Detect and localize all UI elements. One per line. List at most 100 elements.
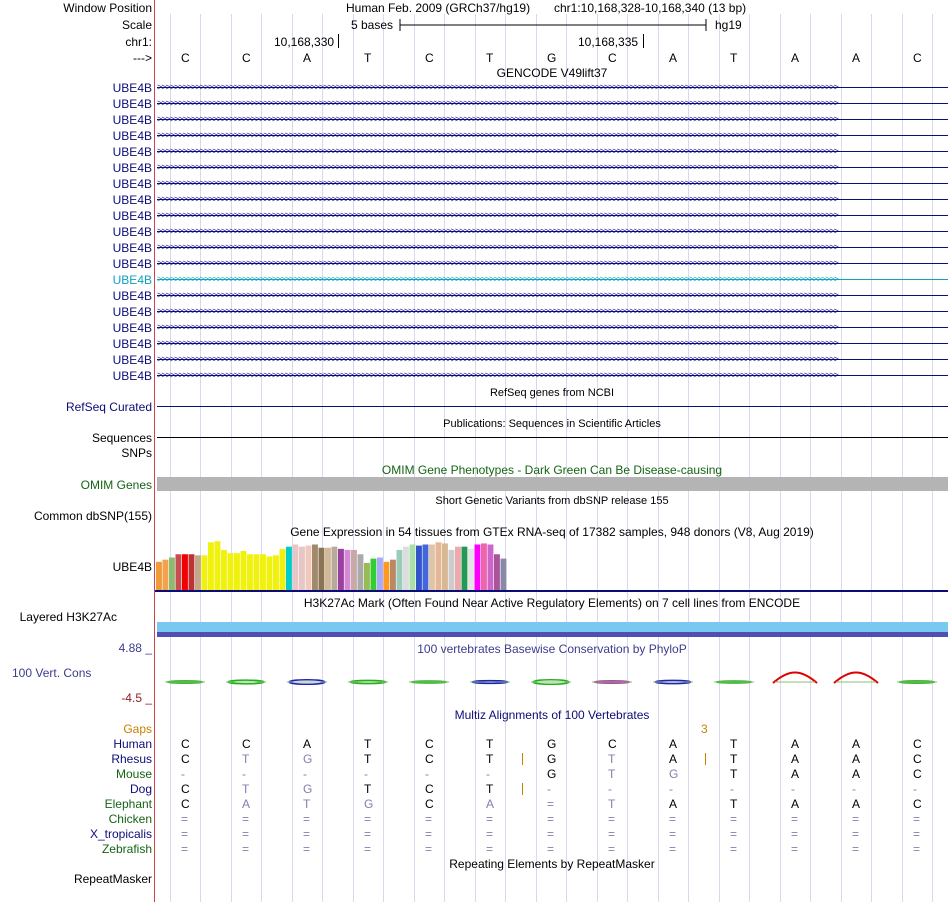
gtex-tissue-bar[interactable] — [331, 546, 338, 590]
gencode-transcript-line[interactable] — [157, 247, 948, 248]
species-label[interactable]: X_tropicalis — [89, 827, 152, 841]
gtex-tissue-bar[interactable] — [448, 549, 455, 590]
phylop-score-mark[interactable] — [772, 671, 818, 684]
gtex-tissue-bar[interactable] — [422, 544, 429, 591]
gtex-tissue-bar[interactable] — [266, 556, 273, 590]
publications-line[interactable] — [157, 437, 948, 438]
gtex-tissue-bar[interactable] — [338, 548, 344, 590]
sequences-label[interactable]: Sequences — [91, 431, 152, 445]
gencode-transcript-line[interactable] — [157, 103, 948, 104]
gtex-tissue-bar[interactable] — [162, 559, 169, 590]
gtex-tissue-bar[interactable] — [481, 543, 487, 590]
gtex-chart[interactable] — [155, 538, 948, 592]
species-label[interactable]: Rhesus — [111, 752, 152, 766]
gtex-label[interactable]: UBE4B — [112, 560, 152, 574]
gtex-tissue-bar[interactable] — [299, 546, 305, 590]
species-label[interactable]: Elephant — [104, 797, 152, 811]
gtex-tissue-bar[interactable] — [260, 554, 266, 590]
species-label[interactable]: Mouse — [115, 767, 152, 781]
gencode-transcript-label[interactable]: UBE4B — [112, 177, 152, 191]
gtex-tissue-bar[interactable] — [292, 544, 299, 591]
gtex-tissue-bar[interactable] — [455, 546, 461, 590]
species-label[interactable]: Human — [113, 737, 152, 751]
gtex-tissue-bar[interactable] — [494, 554, 500, 590]
gencode-transcript-line[interactable] — [157, 167, 948, 168]
gtex-tissue-bar[interactable] — [201, 555, 208, 590]
gencode-transcript-line[interactable] — [157, 295, 948, 296]
gencode-transcript-label[interactable]: UBE4B — [112, 145, 152, 159]
gencode-transcript-label[interactable]: UBE4B — [112, 241, 152, 255]
gtex-tissue-bar[interactable] — [169, 557, 175, 591]
refseq-label[interactable]: RefSeq Curated — [65, 400, 152, 414]
gtex-tissue-bar[interactable] — [156, 561, 162, 590]
gtex-tissue-bar[interactable] — [396, 549, 403, 590]
gtex-tissue-bar[interactable] — [357, 554, 364, 590]
gencode-transcript-line[interactable] — [157, 327, 948, 328]
h3k27ac-light-band[interactable] — [157, 622, 948, 632]
gencode-transcript-label[interactable]: UBE4B — [112, 353, 152, 367]
gencode-transcript-line[interactable] — [157, 119, 948, 120]
gtex-tissue-bar[interactable] — [377, 557, 383, 591]
gencode-transcript-label[interactable]: UBE4B — [112, 289, 152, 303]
gencode-transcript-line[interactable] — [157, 263, 948, 264]
gtex-tissue-bar[interactable] — [318, 547, 325, 590]
gencode-transcript-label[interactable]: UBE4B — [112, 129, 152, 143]
gencode-transcript-line[interactable] — [157, 135, 948, 136]
gtex-tissue-bar[interactable] — [234, 553, 240, 590]
gtex-tissue-bar[interactable] — [409, 544, 416, 591]
gtex-tissue-bar[interactable] — [344, 549, 351, 590]
species-label[interactable]: Chicken — [108, 812, 152, 826]
gencode-transcript-label[interactable]: UBE4B — [112, 321, 152, 335]
gencode-transcript-line[interactable] — [157, 215, 948, 216]
gtex-tissue-bar[interactable] — [370, 558, 377, 590]
gencode-transcript-line[interactable] — [157, 231, 948, 232]
phylop-chart[interactable] — [155, 655, 948, 705]
species-label[interactable]: Zebrafish — [101, 842, 152, 856]
gencode-transcript-line[interactable] — [157, 359, 948, 360]
gtex-tissue-bar[interactable] — [175, 554, 182, 590]
gencode-transcript-line[interactable] — [157, 151, 948, 152]
repeatmasker-label[interactable]: RepeatMasker — [73, 872, 152, 886]
gtex-tissue-bar[interactable] — [416, 545, 422, 590]
gtex-tissue-bar[interactable] — [442, 543, 448, 590]
gtex-tissue-bar[interactable] — [253, 554, 260, 590]
h3k27ac-dark-band[interactable] — [157, 632, 948, 637]
gencode-transcript-label[interactable]: UBE4B — [112, 225, 152, 239]
gtex-tissue-bar[interactable] — [390, 559, 396, 590]
gencode-transcript-label[interactable]: UBE4B — [112, 113, 152, 127]
gtex-tissue-bar[interactable] — [429, 544, 435, 591]
phylop-score-mark[interactable] — [833, 671, 879, 684]
gtex-tissue-bar[interactable] — [240, 551, 247, 590]
gtex-tissue-bar[interactable] — [214, 541, 221, 590]
snps-label[interactable]: SNPs — [121, 446, 152, 460]
gtex-tissue-bar[interactable] — [383, 561, 390, 590]
gencode-transcript-line[interactable] — [157, 343, 948, 344]
gtex-tissue-bar[interactable] — [286, 546, 292, 590]
phylop-label[interactable]: 100 Vert. Cons — [12, 666, 92, 680]
gtex-tissue-bar[interactable] — [221, 549, 227, 590]
gencode-transcript-label[interactable]: UBE4B — [112, 209, 152, 223]
gencode-transcript-label[interactable]: UBE4B — [112, 257, 152, 271]
h3k27ac-label[interactable]: Layered H3K27Ac — [19, 610, 117, 624]
gtex-tissue-bar[interactable] — [325, 547, 331, 590]
gtex-tissue-bar[interactable] — [435, 542, 442, 590]
gtex-tissue-bar[interactable] — [279, 548, 286, 590]
gencode-transcript-label[interactable]: UBE4B — [112, 369, 152, 383]
gtex-tissue-bar[interactable] — [195, 555, 201, 590]
gencode-transcript-label[interactable]: UBE4B — [112, 337, 152, 351]
gencode-transcript-label[interactable]: UBE4B — [112, 97, 152, 111]
gtex-tissue-bar[interactable] — [468, 548, 474, 590]
gtex-tissue-bar[interactable] — [247, 554, 253, 590]
gencode-transcript-label[interactable]: UBE4B — [112, 81, 152, 95]
gencode-transcript-line[interactable] — [157, 183, 948, 184]
gtex-tissue-bar[interactable] — [273, 555, 279, 590]
gtex-tissue-bar[interactable] — [487, 544, 494, 591]
gtex-tissue-bar[interactable] — [474, 544, 481, 591]
gencode-transcript-label[interactable]: UBE4B — [112, 305, 152, 319]
dbsnp-label[interactable]: Common dbSNP(155) — [33, 509, 152, 523]
gtex-tissue-bar[interactable] — [351, 549, 357, 590]
gencode-transcript-label[interactable]: UBE4B — [112, 193, 152, 207]
gtex-tissue-bar[interactable] — [461, 546, 468, 590]
gencode-transcript-line[interactable] — [157, 199, 948, 200]
gtex-tissue-bar[interactable] — [364, 562, 370, 590]
